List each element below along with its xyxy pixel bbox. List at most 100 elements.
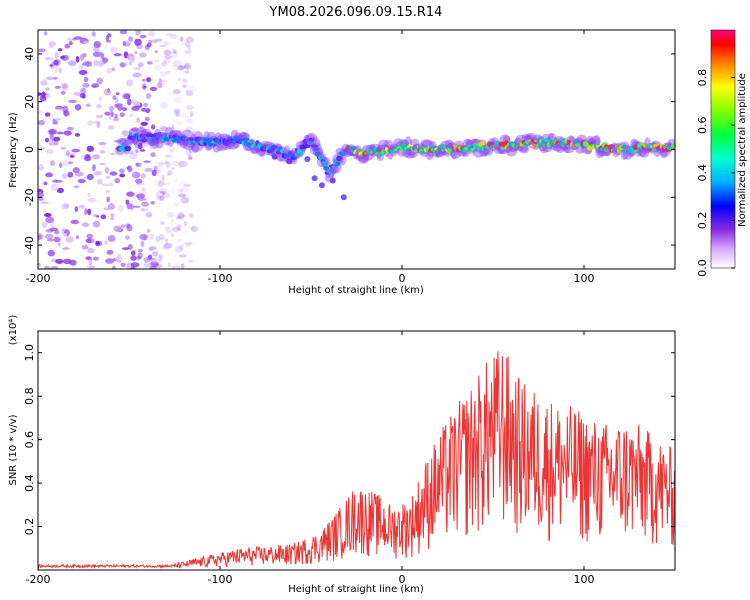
noise-blob	[185, 90, 194, 97]
noise-blob	[170, 149, 174, 153]
noise-blob	[129, 152, 138, 160]
outlier-blob	[329, 177, 336, 184]
noise-blob	[112, 118, 120, 122]
y-tick-label: -40	[23, 236, 36, 254]
noise-blob	[134, 50, 138, 55]
noise-blob	[161, 178, 166, 183]
outlier-blob	[304, 156, 311, 163]
noise-blob	[119, 30, 128, 35]
noise-blob	[60, 90, 66, 95]
noise-blob	[167, 170, 173, 175]
noise-blob	[80, 87, 87, 95]
noise-blob	[44, 137, 50, 143]
noise-blob	[157, 161, 166, 166]
noise-blob	[121, 247, 130, 250]
noise-blob	[119, 62, 126, 68]
noise-blob	[180, 80, 189, 84]
noise-blob	[48, 129, 58, 135]
x-tick-label: 0	[399, 272, 406, 285]
noise-blob	[135, 178, 143, 184]
noise-blob	[65, 236, 74, 243]
noise-blob	[173, 50, 177, 54]
noise-blob	[136, 117, 141, 123]
ridge-halo	[339, 153, 347, 166]
noise-blob	[45, 57, 54, 60]
y-tick-label: 0.8	[23, 387, 36, 405]
noise-blob	[141, 107, 147, 112]
noise-blob	[83, 76, 89, 82]
noise-blob	[183, 183, 191, 188]
noise-blob	[99, 162, 106, 166]
x-tick-label: -100	[208, 272, 233, 285]
noise-blob	[127, 167, 134, 172]
noise-blob	[166, 173, 171, 177]
ridge-blob	[203, 141, 208, 147]
noise-blob	[93, 59, 99, 67]
noise-blob	[178, 193, 187, 198]
noise-blob	[156, 82, 164, 89]
colorbar-tick-label: 0.2	[696, 212, 709, 230]
y-tick-label: 20	[23, 95, 36, 109]
noise-blob	[143, 261, 152, 268]
noise-blob	[49, 133, 54, 140]
ridge-blob	[329, 170, 334, 175]
ridge-blob	[151, 136, 157, 143]
noise-blob	[49, 64, 54, 67]
noise-blob	[137, 197, 147, 201]
noise-blob	[184, 70, 190, 74]
noise-blob	[54, 66, 59, 73]
noise-blob	[149, 261, 159, 268]
colorbar-tick-label: 0.8	[696, 69, 709, 87]
noise-blob	[87, 264, 94, 269]
noise-blob	[153, 180, 161, 187]
noise-blob	[140, 208, 145, 212]
noise-blob	[152, 251, 159, 257]
snr-y-ticks: 0.2 0.4 0.6 0.8 1.0	[23, 344, 675, 535]
ridge-halo	[119, 137, 128, 146]
ridge-blob	[401, 143, 409, 148]
noise-blob	[162, 245, 170, 250]
noise-blob	[68, 161, 74, 165]
ridge-blob	[492, 144, 498, 150]
noise-blob	[40, 80, 47, 84]
noise-blob	[156, 190, 165, 198]
noise-blob	[63, 110, 70, 117]
outlier-blob	[318, 182, 325, 189]
noise-blob	[173, 108, 181, 114]
noise-blob	[154, 64, 162, 71]
noise-blob	[141, 201, 150, 207]
noise-blob	[60, 146, 67, 150]
noise-blob	[170, 160, 180, 167]
noise-blob	[171, 48, 177, 54]
noise-blob	[148, 31, 156, 37]
noise-blob	[45, 87, 50, 91]
noise-blob	[140, 121, 148, 126]
noise-blob	[171, 64, 178, 71]
noise-blob	[109, 105, 114, 113]
noise-blob	[65, 150, 70, 157]
noise-blob	[121, 107, 128, 111]
noise-blob	[88, 258, 93, 266]
noise-blob	[132, 205, 141, 208]
noise-blob	[166, 162, 171, 169]
noise-blob	[160, 191, 167, 195]
noise-blob	[167, 262, 172, 267]
noise-blob	[126, 202, 132, 210]
noise-blob	[157, 181, 165, 187]
noise-blob	[146, 61, 153, 65]
noise-blob	[120, 262, 126, 268]
noise-blob	[143, 102, 148, 108]
noise-blob	[158, 179, 163, 184]
noise-blob	[127, 165, 133, 173]
noise-blob	[50, 222, 55, 229]
noise-blob	[61, 159, 70, 167]
noise-blob	[108, 113, 113, 121]
noise-blob	[148, 245, 157, 251]
noise-blob	[149, 266, 157, 269]
noise-blob	[44, 265, 51, 269]
outlier-blob	[340, 194, 347, 201]
noise-blob	[45, 216, 55, 224]
noise-blob	[163, 182, 170, 186]
noise-blob	[50, 266, 59, 269]
noise-blob	[164, 58, 171, 64]
